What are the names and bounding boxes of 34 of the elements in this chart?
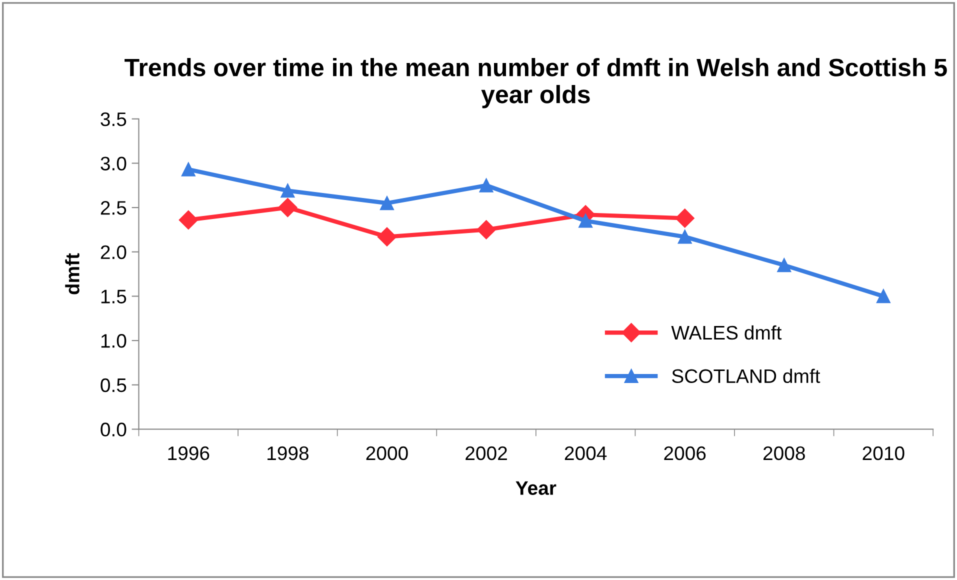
- point: [280, 184, 295, 198]
- y-axis-title: dmft: [65, 253, 80, 294]
- point: [476, 220, 496, 240]
- point: [178, 210, 198, 230]
- x-axis-title: Year: [516, 481, 556, 495]
- y-tick-label: 3.5: [100, 112, 126, 126]
- y-tick-label: 0.0: [100, 422, 126, 436]
- point: [876, 289, 890, 304]
- x-tick-label: 2004: [564, 446, 607, 460]
- x-tick-label: 2006: [664, 446, 706, 460]
- x-tick-label: 2002: [466, 446, 507, 460]
- point: [678, 230, 692, 244]
- x-tick-label: 1998: [268, 446, 308, 460]
- point: [479, 178, 494, 192]
- y-tick-label: 1.5: [101, 290, 126, 304]
- point: [380, 196, 394, 210]
- x-tick-label: 2010: [862, 446, 904, 460]
- y-tick-label: 2.5: [100, 201, 126, 215]
- x-tick-label: 1996: [168, 446, 210, 460]
- x-tick-label: 2008: [763, 446, 805, 460]
- y-tick-label: 2.0: [100, 245, 126, 260]
- point: [578, 214, 593, 228]
- y-tick-label: 1.0: [101, 334, 126, 348]
- point: [181, 162, 196, 176]
- legend-label: SCOTLAND dmft: [672, 368, 820, 384]
- chart-title: Trends over time in the mean number of dmft in Welsh and Scottish 5 year olds: [124, 58, 947, 108]
- x-tick-label: 2000: [366, 446, 408, 460]
- point: [675, 208, 694, 228]
- point: [278, 198, 298, 218]
- point: [777, 258, 792, 272]
- y-tick-label: 0.5: [100, 378, 126, 392]
- legend-label: WALES dmft: [671, 325, 782, 340]
- point: [377, 227, 397, 246]
- y-tick-label: 3.0: [100, 156, 126, 170]
